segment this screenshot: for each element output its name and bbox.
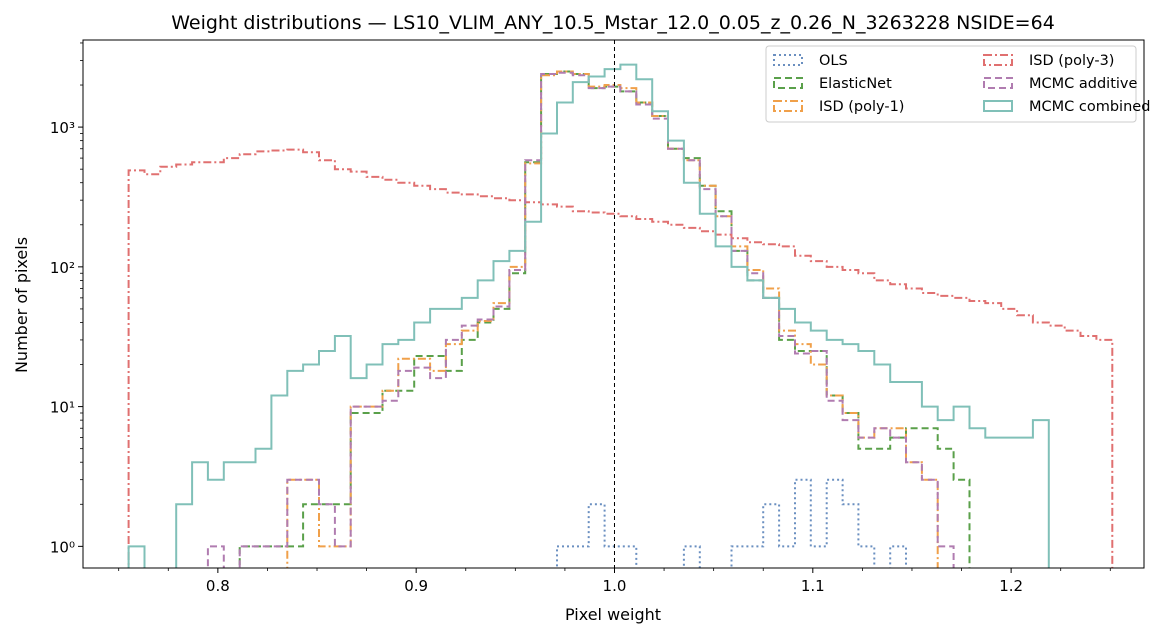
axes: 0.8 0.9 1.0 1.1 1.2 10⁰ 10¹ 10² 10³ (50, 39, 1145, 595)
x-tick-label: 0.8 (206, 577, 230, 595)
legend-swatch (773, 100, 803, 112)
x-tick-label: 1.2 (999, 577, 1023, 595)
legend-swatch (773, 77, 803, 89)
legend-swatch (773, 54, 803, 66)
x-tick-label: 0.9 (404, 577, 428, 595)
legend: OLS ElasticNet ISD (poly-1) ISD (poly-3) MCM… (765, 45, 1150, 123)
legend-swatch (983, 77, 1013, 89)
plot-area (127, 40, 1114, 568)
plot-frame (82, 39, 1145, 569)
chart-title: Weight distributions — LS10_VLIM_ANY_10.… (171, 12, 1055, 34)
legend-swatch (983, 100, 1013, 112)
y-tick-label: 10² (50, 259, 75, 277)
legend-label: MCMC additive (1029, 76, 1137, 92)
y-tick-label: 10⁰ (50, 538, 75, 556)
legend-label: ISD (poly-1) (819, 99, 904, 115)
legend-label: ElasticNet (819, 76, 892, 92)
legend-label: MCMC combined (1029, 99, 1150, 115)
x-axis-label: Pixel weight (565, 605, 661, 624)
legend-box (765, 45, 1137, 123)
x-tick-label: 1.1 (801, 577, 825, 595)
series-line-mcmc-additive (206, 71, 955, 568)
series-line-mcmc-combined (127, 63, 1050, 568)
x-tick-label: 1.0 (603, 577, 627, 595)
y-tick-label: 10³ (50, 119, 75, 137)
y-tick-label: 10¹ (50, 399, 75, 417)
legend-label: OLS (819, 53, 848, 69)
series-line-elasticnet (238, 70, 971, 568)
y-axis-label: Number of pixels (12, 237, 31, 373)
legend-swatch (983, 54, 1013, 66)
legend-label: ISD (poly-3) (1029, 53, 1114, 69)
series-line-isd-poly-3 (127, 148, 1114, 568)
